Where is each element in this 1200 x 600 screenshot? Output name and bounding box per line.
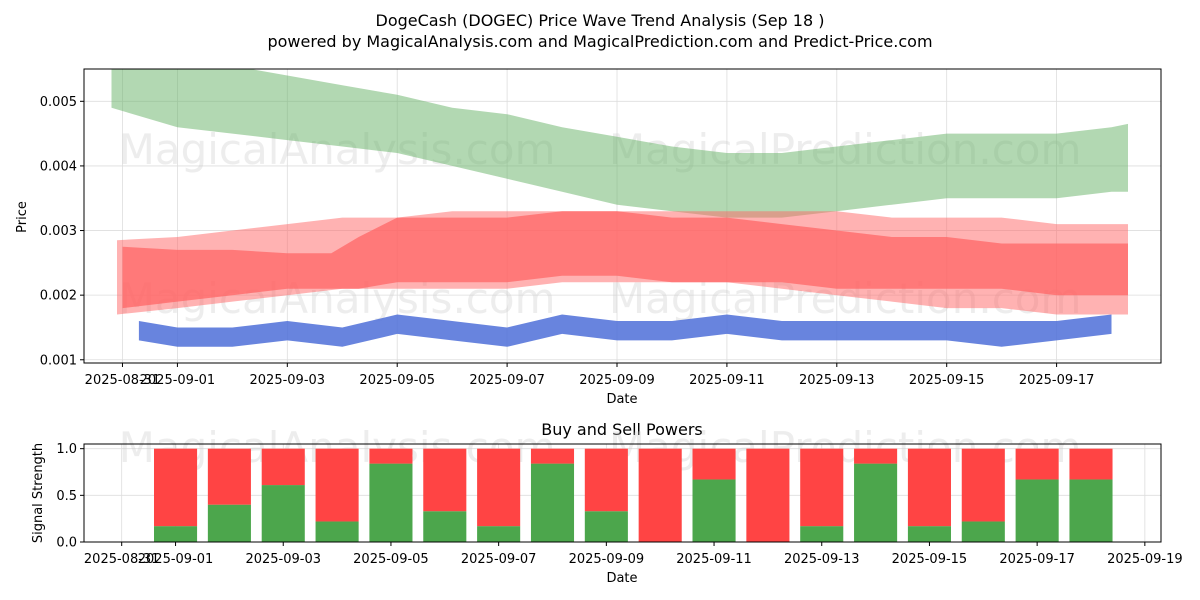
signal-xtick-label-2: 2025-09-03 bbox=[245, 552, 321, 567]
red-band-inner bbox=[122, 211, 1128, 309]
buy-bar-2025-09-15 bbox=[907, 526, 951, 542]
sell-bar-2025-09-01 bbox=[154, 448, 198, 527]
price-ytick-label-3: 0.004 bbox=[40, 159, 77, 174]
signal-xtick-label-8: 2025-09-15 bbox=[892, 552, 968, 567]
signal-xtick-label-7: 2025-09-13 bbox=[784, 552, 860, 567]
price-xtick-label-9: 2025-09-17 bbox=[1019, 373, 1095, 388]
buy-bar-2025-09-08 bbox=[530, 463, 575, 542]
sell-bar-2025-09-12 bbox=[746, 448, 790, 542]
sell-bar-2025-09-13 bbox=[800, 448, 844, 527]
chart-title-line1: DogeCash (DOGEC) Price Wave Trend Analys… bbox=[376, 11, 825, 30]
buy-bar-2025-09-09 bbox=[584, 511, 628, 542]
signal-x-label: Date bbox=[606, 571, 637, 586]
price-plot-frame bbox=[83, 68, 1162, 364]
price-ytick-label-1: 0.002 bbox=[40, 289, 77, 304]
price-xtick-label-1: 2025-09-01 bbox=[140, 373, 216, 388]
sell-bar-2025-09-16 bbox=[961, 448, 1005, 522]
sell-bar-2025-09-08 bbox=[530, 448, 575, 464]
signal-ytick-label-1: 0.5 bbox=[56, 489, 77, 504]
signal-y-label: Signal Strength bbox=[31, 443, 46, 543]
buy-bar-2025-09-06 bbox=[423, 511, 467, 542]
signal-title: Buy and Sell Powers bbox=[541, 420, 703, 439]
signal-ytick-label-2: 1.0 bbox=[56, 442, 77, 457]
sell-bar-2025-09-15 bbox=[907, 448, 951, 527]
signal-xtick-label-6: 2025-09-11 bbox=[676, 552, 752, 567]
price-xtick-label-6: 2025-09-11 bbox=[689, 373, 765, 388]
signal-panel: Buy and Sell Powers MagicalAnalysis.com … bbox=[31, 420, 1183, 586]
signal-xtick-label-10: 2025-09-19 bbox=[1107, 552, 1183, 567]
price-xtick-label-2: 2025-09-03 bbox=[250, 373, 326, 388]
buy-bar-2025-09-03 bbox=[261, 485, 305, 542]
signal-y-ticks: 0.0 0.5 1.0 bbox=[56, 442, 84, 551]
price-y-label: Price bbox=[15, 201, 30, 233]
price-xtick-label-4: 2025-09-07 bbox=[469, 373, 545, 388]
buy-bar-2025-09-04 bbox=[315, 521, 359, 542]
buy-bar-2025-09-07 bbox=[477, 526, 521, 542]
signal-xtick-label-1: 2025-09-01 bbox=[138, 552, 214, 567]
price-bands bbox=[111, 69, 1128, 347]
sell-bar-2025-09-11 bbox=[692, 448, 736, 480]
sell-bar-2025-09-03 bbox=[261, 448, 305, 486]
price-xtick-label-0: 2025-08-31 bbox=[85, 373, 161, 388]
buy-bar-2025-09-11 bbox=[692, 479, 736, 542]
buy-bar-2025-09-05 bbox=[369, 463, 413, 542]
sell-bar-2025-09-05 bbox=[369, 448, 413, 464]
price-ytick-label-0: 0.001 bbox=[40, 353, 77, 368]
price-xtick-label-7: 2025-09-13 bbox=[799, 373, 875, 388]
sell-bar-2025-09-18 bbox=[1069, 448, 1113, 480]
buy-bar-2025-09-02 bbox=[207, 504, 251, 542]
signal-xtick-label-0: 2025-08-31 bbox=[84, 552, 160, 567]
sell-bar-2025-09-02 bbox=[207, 448, 251, 505]
sell-bar-2025-09-07 bbox=[477, 448, 521, 527]
signal-ytick-label-0: 0.0 bbox=[56, 536, 77, 551]
signal-xtick-label-5: 2025-09-09 bbox=[569, 552, 645, 567]
buy-bar-2025-09-16 bbox=[961, 521, 1005, 542]
signal-plot-frame bbox=[83, 443, 1162, 543]
price-y-ticks: 0.001 0.002 0.003 0.004 0.005 bbox=[40, 95, 84, 368]
buy-bar-2025-09-13 bbox=[800, 526, 844, 542]
buy-bar-2025-09-14 bbox=[854, 463, 898, 542]
signal-xtick-label-4: 2025-09-07 bbox=[461, 552, 537, 567]
price-panel: MagicalAnalysis.com MagicalPrediction.co… bbox=[15, 68, 1162, 407]
buy-bar-2025-09-18 bbox=[1069, 479, 1113, 542]
sell-bar-2025-09-10 bbox=[638, 448, 682, 542]
signal-xtick-label-3: 2025-09-05 bbox=[353, 552, 429, 567]
price-x-label: Date bbox=[606, 392, 637, 407]
chart-title-line2: powered by MagicalAnalysis.com and Magic… bbox=[267, 32, 932, 51]
green-band bbox=[111, 69, 1128, 218]
blue-band bbox=[138, 314, 1112, 347]
buy-bar-2025-09-01 bbox=[154, 526, 198, 542]
signal-xtick-label-9: 2025-09-17 bbox=[999, 552, 1075, 567]
buy-bar-2025-09-17 bbox=[1015, 479, 1059, 542]
price-xtick-label-3: 2025-09-05 bbox=[359, 373, 435, 388]
sell-bar-2025-09-09 bbox=[584, 448, 628, 512]
price-ytick-label-4: 0.005 bbox=[40, 95, 77, 110]
sell-bar-2025-09-04 bbox=[315, 448, 359, 522]
price-xtick-label-8: 2025-09-15 bbox=[909, 373, 985, 388]
signal-bars bbox=[154, 448, 1113, 542]
sell-bar-2025-09-17 bbox=[1015, 448, 1059, 480]
price-xtick-label-5: 2025-09-09 bbox=[579, 373, 655, 388]
sell-bar-2025-09-06 bbox=[423, 448, 467, 512]
sell-bar-2025-09-14 bbox=[854, 448, 898, 464]
price-ytick-label-2: 0.003 bbox=[40, 224, 77, 239]
